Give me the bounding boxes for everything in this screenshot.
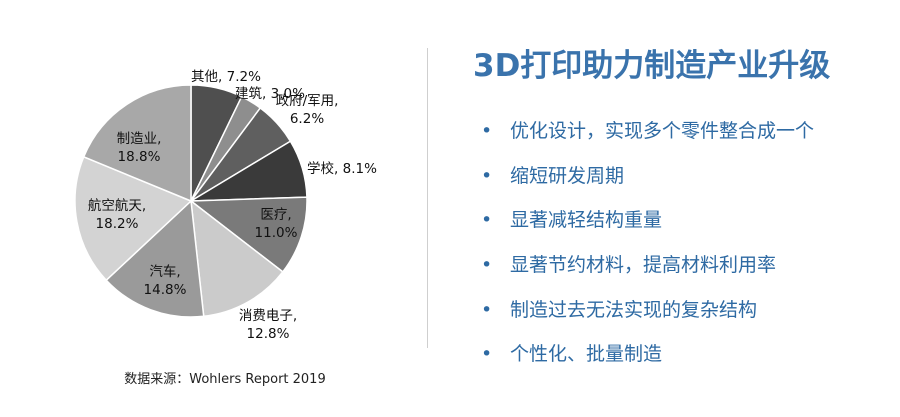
list-item: • 优化设计，实现多个零件整合成一个 bbox=[481, 118, 814, 163]
slice-label-value: 18.8% bbox=[118, 149, 161, 165]
vertical-divider bbox=[427, 48, 428, 348]
page-title: 3D打印助力制造产业升级 bbox=[473, 48, 831, 84]
slice-label-value: 11.0% bbox=[255, 225, 298, 241]
bullet-icon: • bbox=[481, 164, 493, 187]
slice-label-category: 医疗, bbox=[260, 207, 291, 223]
list-item-text: 显著节约材料，提高材料利用率 bbox=[510, 254, 777, 277]
slice-label-value: 14.8% bbox=[144, 282, 187, 298]
list-item: • 个性化、批量制造 bbox=[481, 341, 814, 386]
slice-label-category: 汽车, bbox=[149, 263, 180, 280]
slice-label: 汽车, 14.8% bbox=[144, 263, 187, 298]
data-source-note: 数据来源：Wohlers Report 2019 bbox=[124, 372, 326, 387]
slice-label: 其他, 7.2% bbox=[191, 69, 261, 85]
pie-chart: 其他, 7.2%建筑, 3.0%政府/军用, 6.2% 学校, 8.1% 医疗, 11.… bbox=[74, 69, 377, 342]
list-item: • 缩短研发周期 bbox=[481, 163, 814, 208]
pie-labels: 其他, 7.2%建筑, 3.0%政府/军用, 6.2% 学校, 8.1% 医疗, 11.… bbox=[88, 69, 377, 342]
bullet-icon: • bbox=[481, 343, 493, 366]
slice-label: 航空航天, 18.2% bbox=[88, 198, 146, 232]
pie-slice bbox=[82, 84, 192, 203]
list-item-text: 缩短研发周期 bbox=[510, 164, 625, 187]
pie-slice bbox=[190, 199, 284, 318]
bullet-icon: • bbox=[481, 209, 493, 232]
list-item: • 显著减轻结构重量 bbox=[481, 207, 814, 252]
slice-label-category: 政府/军用, bbox=[276, 93, 339, 109]
bullet-icon: • bbox=[481, 298, 493, 321]
bullet-icon: • bbox=[481, 254, 493, 277]
slice-label: 政府/军用, 6.2% bbox=[276, 93, 339, 127]
list-item: • 制造过去无法实现的复杂结构 bbox=[481, 297, 814, 342]
pie-slice bbox=[74, 155, 193, 282]
pie-slice bbox=[188, 196, 308, 273]
pie-slice bbox=[105, 199, 205, 318]
slice-label-category: 航空航天, bbox=[88, 198, 146, 214]
slice-label: 医疗, 11.0% bbox=[255, 207, 298, 241]
benefit-list: • 优化设计，实现多个零件整合成一个 • 缩短研发周期 • 显著减轻结构重量 • 显著节… bbox=[481, 118, 814, 386]
slice-label: 消费电子, 12.8% bbox=[239, 308, 297, 342]
slice-label-category: 制造业, bbox=[117, 131, 162, 147]
list-item: • 显著节约材料，提高材料利用率 bbox=[481, 252, 814, 297]
list-item-text: 个性化、批量制造 bbox=[510, 343, 663, 366]
slice-label-value: 12.8% bbox=[247, 326, 290, 342]
slice-label-value: 18.2% bbox=[96, 216, 139, 232]
pie-slices bbox=[74, 84, 308, 318]
slice-label-value: 6.2% bbox=[290, 111, 324, 127]
list-item-text: 优化设计，实现多个零件整合成一个 bbox=[510, 120, 815, 142]
slice-label: 学校, 8.1% bbox=[307, 160, 377, 177]
bullet-icon: • bbox=[481, 120, 493, 142]
slice-label: 制造业, 18.8% bbox=[117, 131, 162, 165]
slice-label-category: 消费电子, bbox=[239, 308, 297, 324]
list-item-text: 显著减轻结构重量 bbox=[510, 209, 663, 232]
slice-label: 建筑, 3.0% bbox=[235, 86, 305, 102]
list-item-text: 制造过去无法实现的复杂结构 bbox=[510, 298, 758, 321]
